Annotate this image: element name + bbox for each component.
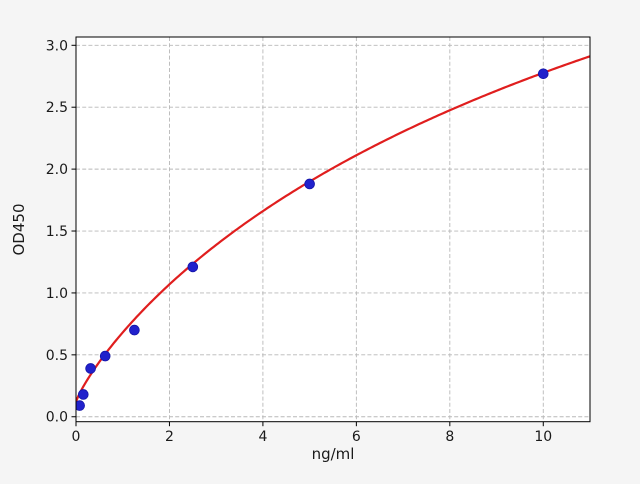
y-tick-label: 3.0 <box>46 38 68 54</box>
data-point <box>304 178 315 190</box>
tick-labels: 0 2 4 6 8 10 0.0 0.5 1.0 1.5 2.0 2.5 3.0 <box>46 38 552 445</box>
x-tick-label: 8 <box>445 429 454 445</box>
y-tick-label: 2.5 <box>46 100 68 116</box>
y-tick-label: 2.0 <box>46 162 68 178</box>
y-tick-label: 0.0 <box>46 410 68 426</box>
x-tick-label: 0 <box>72 429 81 445</box>
data-point <box>129 324 140 336</box>
y-axis-label: OD450 <box>10 204 28 256</box>
data-point <box>99 350 111 362</box>
axis-ticks <box>71 44 544 427</box>
x-tick-label: 10 <box>534 429 552 445</box>
data-point <box>187 261 199 273</box>
axes-frame <box>75 36 591 423</box>
fit-curve <box>76 55 590 403</box>
x-axis-label: ng/ml <box>312 445 355 463</box>
plot-area <box>76 37 590 422</box>
y-tick-label: 1.5 <box>46 224 68 240</box>
x-tick-label: 6 <box>352 429 361 445</box>
x-tick-label: 2 <box>165 429 174 445</box>
data-point <box>77 389 89 400</box>
data-point <box>85 363 96 374</box>
data-layer <box>76 55 590 411</box>
y-tick-label: 0.5 <box>46 348 68 364</box>
y-tick-label: 1.0 <box>46 286 68 302</box>
data-point <box>537 68 549 80</box>
x-tick-label: 4 <box>258 429 267 445</box>
data-point <box>76 400 85 411</box>
